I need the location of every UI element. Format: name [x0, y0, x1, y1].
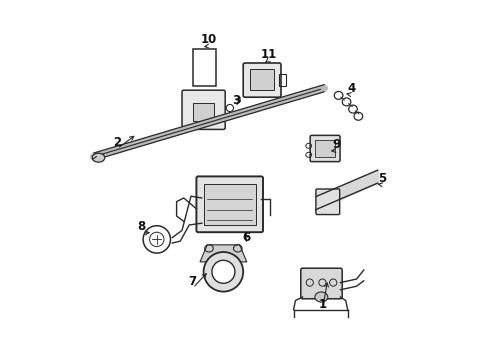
Text: 9: 9 [333, 138, 341, 150]
Text: 7: 7 [189, 275, 197, 288]
Text: 2: 2 [113, 136, 121, 149]
FancyBboxPatch shape [316, 189, 340, 215]
Text: 8: 8 [138, 220, 146, 233]
Text: 11: 11 [260, 48, 276, 60]
Ellipse shape [204, 252, 243, 292]
FancyBboxPatch shape [196, 176, 263, 232]
FancyBboxPatch shape [301, 268, 342, 299]
Text: 3: 3 [232, 94, 240, 107]
Bar [279, 74, 286, 86]
Bar [204, 184, 256, 225]
Bar [193, 49, 216, 86]
Text: 6: 6 [243, 231, 251, 244]
Ellipse shape [92, 153, 105, 162]
Ellipse shape [212, 260, 235, 283]
Text: 5: 5 [378, 172, 386, 185]
Bar [193, 103, 215, 121]
FancyBboxPatch shape [243, 63, 281, 97]
Polygon shape [200, 245, 247, 262]
Ellipse shape [315, 292, 328, 302]
Text: 1: 1 [318, 298, 326, 311]
Text: 10: 10 [201, 33, 217, 46]
FancyBboxPatch shape [182, 90, 225, 130]
Text: 4: 4 [347, 82, 355, 95]
FancyBboxPatch shape [310, 135, 340, 162]
Bar [250, 69, 274, 90]
Bar [315, 140, 335, 157]
